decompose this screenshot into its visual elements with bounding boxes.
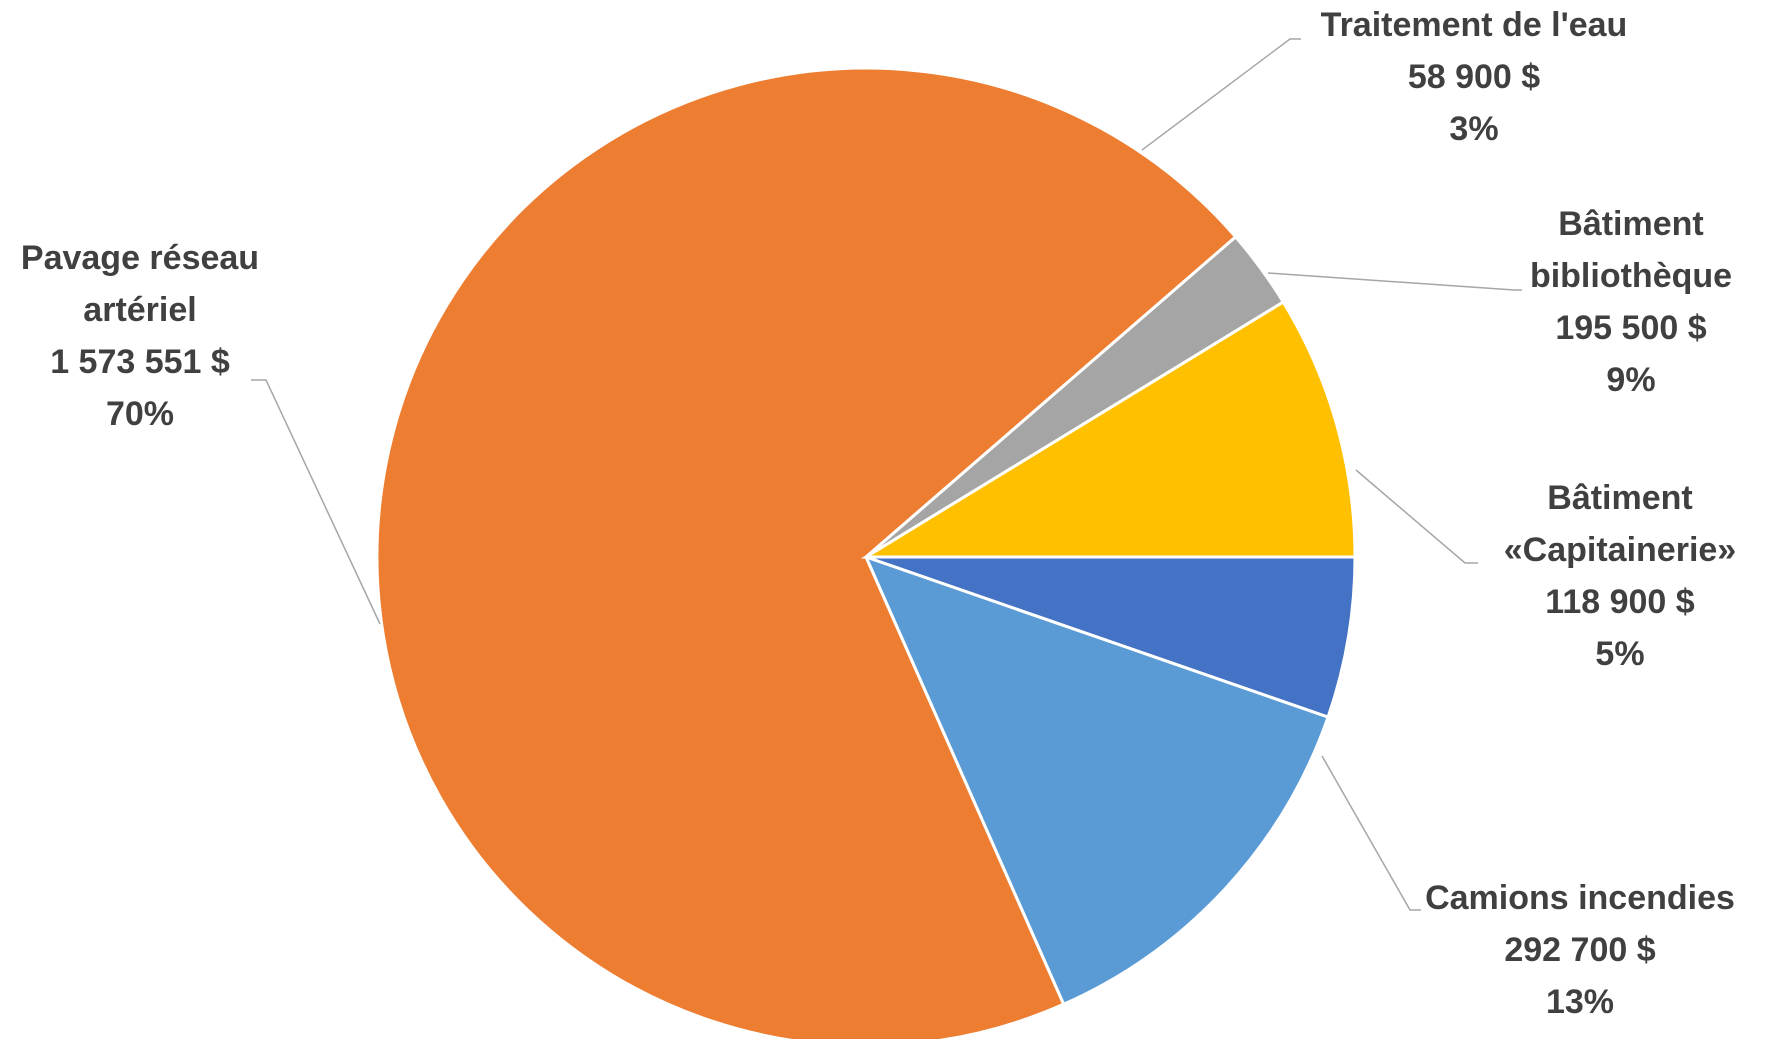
data-label-line: Traitement de l'eau xyxy=(1321,6,1628,44)
data-label-pavage-reseau-arteriel: Pavage réseau artériel 1 573 551 $ 70% xyxy=(21,239,259,433)
data-label-line: bibliothèque xyxy=(1530,257,1732,295)
data-label-line: artériel xyxy=(83,291,196,329)
data-label-line: 58 900 $ xyxy=(1408,58,1540,96)
data-label-line: Camions incendies xyxy=(1425,879,1735,917)
data-label-line: 13% xyxy=(1546,983,1614,1021)
data-label-line: Bâtiment xyxy=(1547,479,1692,517)
data-labels: Bâtiment «Capitainerie» 118 900 $ 5% Camions… xyxy=(21,6,1736,1021)
data-label-batiment-capitainerie: Bâtiment «Capitainerie» 118 900 $ 5% xyxy=(1504,479,1736,673)
leader-line-camions-incendies xyxy=(1321,755,1421,911)
data-label-line: 70% xyxy=(106,395,174,433)
data-label-batiment-bibliotheque: Bâtiment bibliothèque 195 500 $ 9% xyxy=(1530,205,1732,399)
leader-lines xyxy=(251,38,1522,911)
data-label-line: 9% xyxy=(1606,361,1655,399)
data-label-line: 292 700 $ xyxy=(1504,931,1655,969)
data-label-line: 3% xyxy=(1449,110,1498,148)
data-label-line: 118 900 $ xyxy=(1545,583,1694,621)
data-label-line: 1 573 551 $ xyxy=(50,343,230,381)
leader-line-batiment-capitainerie xyxy=(1355,469,1478,564)
data-label-line: «Capitainerie» xyxy=(1504,531,1736,569)
data-label-line: Bâtiment xyxy=(1558,205,1703,243)
pie-slices xyxy=(375,66,1357,1039)
pie-slice-batiment-capitainerie xyxy=(865,555,1357,720)
leader-line-traitement-de-l-eau xyxy=(1141,38,1301,151)
pie-slice-pavage-reseau-arteriel xyxy=(375,66,1238,1039)
pie-slice-batiment-bibliotheque xyxy=(860,299,1357,559)
data-label-line: Pavage réseau xyxy=(21,239,259,277)
pie-slice-camions-incendies xyxy=(863,554,1330,1007)
data-label-line: 195 500 $ xyxy=(1555,309,1706,347)
leader-line-pavage-reseau-arteriel xyxy=(251,379,381,625)
data-label-line: 5% xyxy=(1595,635,1644,673)
leader-line-batiment-bibliotheque xyxy=(1267,272,1522,291)
data-label-camions-incendies: Camions incendies 292 700 $ 13% xyxy=(1425,879,1735,1021)
data-label-traitement-de-l-eau: Traitement de l'eau 58 900 $ 3% xyxy=(1321,6,1628,148)
